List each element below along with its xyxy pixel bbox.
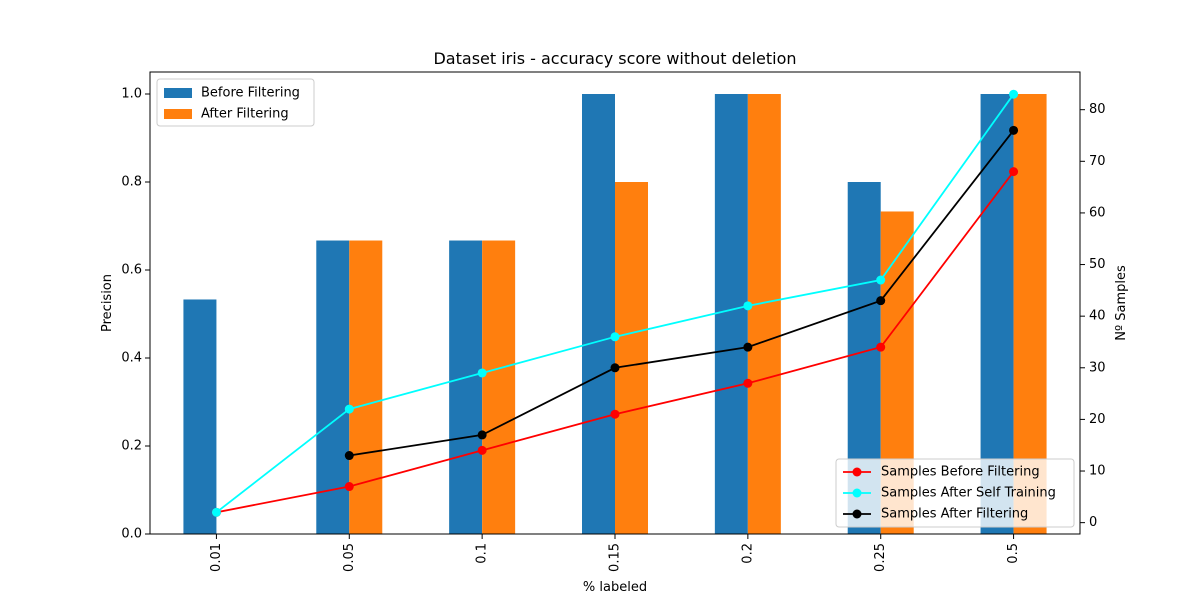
y2-tick-label-6: 60 <box>1089 205 1106 220</box>
line-point-2-5 <box>1009 125 1019 135</box>
y-tick-label-0: 0.0 <box>121 527 142 542</box>
y-tick-label-4: 0.8 <box>121 175 142 190</box>
y-tick-label-5: 1.0 <box>121 87 142 102</box>
legend-lines: Samples Before Filtering Samples After Se… <box>835 458 1075 528</box>
line-point-1-2 <box>477 368 487 378</box>
x-axis-title: % labeled <box>583 580 647 595</box>
line-point-0-1 <box>344 482 354 492</box>
line-point-2-4 <box>876 296 886 306</box>
y-axis-left: 0.0 0.2 0.4 0.6 0.8 1.0 <box>121 87 150 542</box>
legend-marker-2 <box>852 509 862 519</box>
bar-after-filtering-2 <box>482 240 516 534</box>
x-tick-label-2: 0.1 <box>475 543 490 564</box>
legend-label-line-2: Samples After Filtering <box>881 507 1028 522</box>
line-point-0-2 <box>477 445 487 455</box>
legend-swatch-bar-0 <box>164 88 192 98</box>
y2-tick-label-2: 20 <box>1089 412 1106 427</box>
y-axis-right: 0 10 20 30 40 50 60 70 80 <box>1080 102 1106 530</box>
y2-tick-label-3: 30 <box>1089 360 1106 375</box>
line-point-1-5 <box>876 275 886 285</box>
legend-swatch-bar-1 <box>164 109 192 119</box>
bar-before-filtering-1 <box>316 240 350 534</box>
line-point-0-6 <box>1009 167 1019 177</box>
bar-after-filtering-1 <box>349 240 383 534</box>
legend-marker-1 <box>852 488 862 498</box>
line-point-1-4 <box>743 301 753 311</box>
line-point-2-2 <box>610 363 620 373</box>
legend-label-line-0: Samples Before Filtering <box>881 465 1040 480</box>
bar-before-filtering-0 <box>183 299 217 534</box>
legend-label-bar-1: After Filtering <box>201 107 289 122</box>
y2-axis-title: Nº Samples <box>1114 265 1129 341</box>
y-tick-label-3: 0.6 <box>121 263 142 278</box>
y2-tick-label-1: 10 <box>1089 464 1106 479</box>
line-point-2-3 <box>743 342 753 352</box>
line-series-2 <box>349 129 1015 457</box>
y2-tick-label-7: 70 <box>1089 154 1106 169</box>
line-point-0-4 <box>743 378 753 388</box>
y-tick-label-2: 0.4 <box>121 351 142 366</box>
bar-before-filtering-2 <box>449 240 483 534</box>
x-axis: 0.01 0.05 0.1 0.15 0.2 0.25 0.5 <box>209 534 1021 572</box>
line-point-2-0 <box>344 451 354 461</box>
x-tick-label-0: 0.01 <box>209 543 224 572</box>
bar-after-filtering-4 <box>747 94 781 534</box>
bar-after-filtering-3 <box>615 182 648 534</box>
x-tick-label-4: 0.2 <box>740 543 755 564</box>
x-tick-label-1: 0.05 <box>342 543 357 572</box>
bar-before-filtering-4 <box>714 94 748 534</box>
line-point-1-0 <box>211 507 221 517</box>
y-axis-title: Precision <box>100 274 115 332</box>
legend-label-line-1: Samples After Self Training <box>881 486 1056 501</box>
x-tick-label-3: 0.15 <box>608 543 623 572</box>
y2-tick-label-5: 50 <box>1089 257 1106 272</box>
y-tick-label-1: 0.2 <box>121 439 142 454</box>
lines-layer <box>211 89 1019 517</box>
y2-tick-label-0: 0 <box>1089 515 1097 530</box>
x-tick-label-6: 0.5 <box>1006 543 1021 564</box>
line-point-1-3 <box>610 332 620 342</box>
line-point-0-3 <box>610 409 620 419</box>
line-point-0-5 <box>876 342 886 352</box>
legend-lines-box <box>835 458 1075 528</box>
legend-marker-0 <box>852 467 862 477</box>
line-point-2-1 <box>477 430 487 440</box>
chart-title: Dataset iris - accuracy score without de… <box>433 49 796 68</box>
x-tick-label-5: 0.25 <box>873 543 888 572</box>
line-point-1-1 <box>344 404 354 414</box>
legend-label-bar-0: Before Filtering <box>201 86 300 101</box>
y2-tick-label-4: 40 <box>1089 309 1106 324</box>
legend-bars: Before Filtering After Filtering <box>156 78 315 127</box>
bar-before-filtering-3 <box>582 94 615 534</box>
legend-bars-box <box>156 78 315 127</box>
line-point-1-6 <box>1009 89 1019 99</box>
y2-tick-label-8: 80 <box>1089 102 1106 117</box>
